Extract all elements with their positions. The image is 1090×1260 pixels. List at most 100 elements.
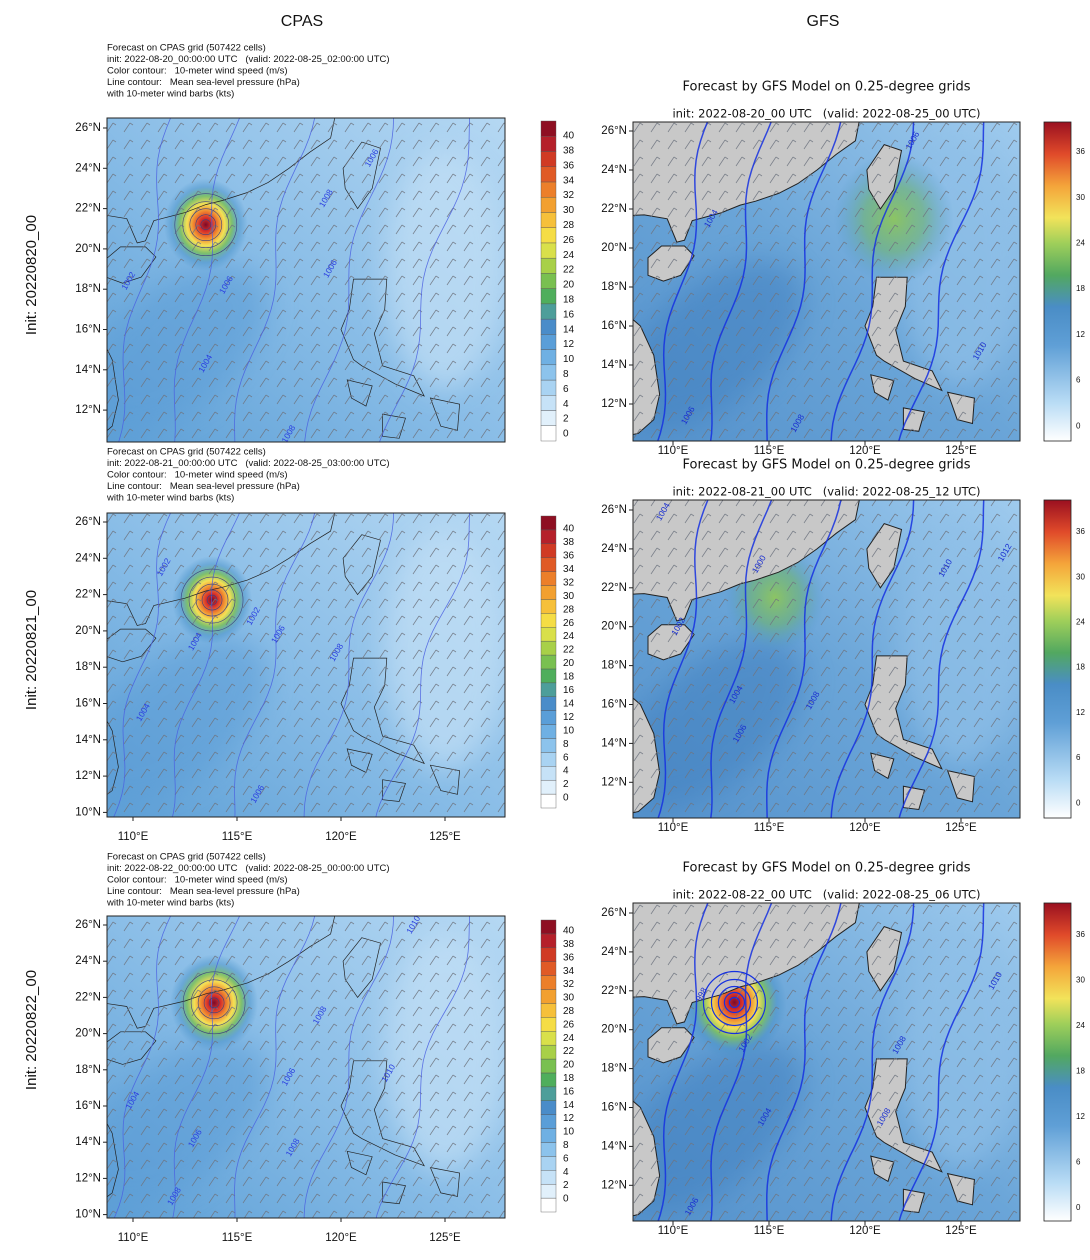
colorbar-segment <box>540 1086 557 1101</box>
storm-isobar <box>197 986 231 1020</box>
colorbar-label: 12 <box>563 1113 575 1124</box>
colorbar-segment <box>540 668 557 684</box>
colorbar-label: 18 <box>1076 663 1085 672</box>
panel-subtitle: init: 2022-08-20_00 UTC (valid: 2022-08-… <box>672 107 980 121</box>
x-tick-label: 120°E <box>325 831 357 843</box>
storm-isobar <box>200 219 212 231</box>
y-tick-label: 22°N <box>601 582 627 594</box>
colorbar-label: 10 <box>563 725 575 736</box>
colorbar-segment <box>540 1142 557 1157</box>
colorbar-label: 2 <box>563 414 569 425</box>
x-tick-label: 110°E <box>658 445 689 457</box>
y-tick-label: 12°N <box>601 776 627 788</box>
colorbar-label: 34 <box>563 564 575 575</box>
column-header: GFS <box>807 13 840 30</box>
colorbar-segment <box>540 318 557 335</box>
panel-title-line: with 10-meter wind barbs (kts) <box>106 898 234 909</box>
y-tick-label: 16°N <box>75 698 101 710</box>
y-tick-label: 14°N <box>601 737 627 749</box>
colorbar-segment <box>540 961 557 976</box>
panel-title-line: Line contour: Mean sea-level pressure (h… <box>107 886 300 897</box>
pressure-contour <box>657 500 709 818</box>
colorbar-label: 40 <box>563 524 575 535</box>
colorbar-label: 36 <box>1076 147 1085 156</box>
panel-title: Forecast by GFS Model on 0.25-degree gri… <box>683 458 971 473</box>
colorbar-label: 28 <box>563 1006 575 1017</box>
row-label: Init: 20220822_00 <box>23 970 40 1090</box>
colorbar-segment <box>540 599 557 614</box>
colorbar-segment <box>540 1114 557 1129</box>
colorbar-segment <box>540 557 557 572</box>
colorbar-label: 4 <box>563 399 569 410</box>
pressure-contour <box>379 118 470 442</box>
y-tick-label: 18°N <box>75 661 101 673</box>
colorbar-segment <box>540 696 557 711</box>
colorbar-label: 40 <box>563 926 575 937</box>
panel-title-line: Line contour: Mean sea-level pressure (h… <box>107 481 300 492</box>
storm-isobar <box>188 576 236 624</box>
pressure-contour <box>898 903 985 1221</box>
colorbar-label: 24 <box>1076 239 1085 248</box>
colorbar-label: 22 <box>563 1046 575 1057</box>
colorbar-label: 2 <box>563 779 569 790</box>
colorbar-segment <box>540 1183 557 1199</box>
y-tick-label: 26°N <box>75 516 101 528</box>
x-tick-label: 110°E <box>658 822 689 834</box>
x-tick-label: 115°E <box>222 1232 253 1244</box>
pressure-contour <box>657 903 709 1221</box>
colorbar-label: 36 <box>1076 930 1085 939</box>
x-tick-label: 115°E <box>222 831 253 843</box>
map-frame <box>632 121 1021 442</box>
colorbar-segment <box>540 303 557 320</box>
pressure-contour <box>173 118 240 442</box>
colorbar-label: 14 <box>563 698 575 709</box>
storm-isobar <box>182 971 246 1035</box>
colorbar-segment <box>540 766 557 781</box>
colorbar-label: 30 <box>563 993 575 1004</box>
y-tick-label: 26°N <box>75 919 101 931</box>
colorbar-segment <box>540 1072 557 1088</box>
panel-title-line: init: 2022-08-20_00:00:00 UTC (valid: 20… <box>107 54 390 65</box>
y-tick-label: 18°N <box>601 660 627 672</box>
y-tick-label: 18°N <box>601 1063 627 1075</box>
panel-title-line: init: 2022-08-21_00:00:00 UTC (valid: 20… <box>107 458 390 469</box>
colorbar-label: 6 <box>563 384 569 395</box>
storm-isobar <box>190 979 238 1027</box>
colorbar-segment <box>540 947 557 962</box>
map-frame <box>106 117 506 443</box>
colorbar-label: 34 <box>563 966 575 977</box>
panel: Forecast on CPAS grid (507422 cells)init… <box>75 852 575 1245</box>
y-tick-label: 22°N <box>601 985 627 997</box>
colorbar-label: 26 <box>563 235 575 246</box>
colorbar-label: 6 <box>1076 376 1081 385</box>
colorbar-segment <box>540 571 557 586</box>
colorbar-label: 20 <box>563 280 575 291</box>
colorbar-segment <box>540 682 557 697</box>
pressure-contour <box>656 122 709 441</box>
colorbar-label: 4 <box>563 1167 569 1178</box>
storm-isobar <box>189 208 223 242</box>
colorbar-label: 24 <box>563 250 575 261</box>
panel-title-line: init: 2022-08-22_00:00:00 UTC (valid: 20… <box>107 863 390 874</box>
y-tick-label: 24°N <box>601 543 627 555</box>
colorbar-segment <box>540 227 557 244</box>
colorbar-label: 30 <box>563 205 575 216</box>
colorbar-segment <box>540 793 557 809</box>
y-tick-label: 26°N <box>75 122 101 134</box>
storm-isobar <box>728 996 741 1009</box>
colorbar-segment <box>540 136 557 152</box>
colorbar-label: 38 <box>563 939 575 950</box>
pressure-contour <box>375 916 471 1218</box>
colorbar-segment <box>540 933 557 949</box>
column-header: CPAS <box>281 13 323 30</box>
y-tick-label: 20°N <box>601 1024 627 1036</box>
storm-isobar <box>195 214 217 236</box>
colorbar-label: 18 <box>563 672 575 683</box>
colorbar-label: 12 <box>1076 708 1085 717</box>
y-tick-label: 22°N <box>601 203 627 215</box>
panel-title: Forecast by GFS Model on 0.25-degree gri… <box>683 80 971 95</box>
storm-isobar <box>201 589 223 611</box>
pressure-contour <box>303 513 394 817</box>
